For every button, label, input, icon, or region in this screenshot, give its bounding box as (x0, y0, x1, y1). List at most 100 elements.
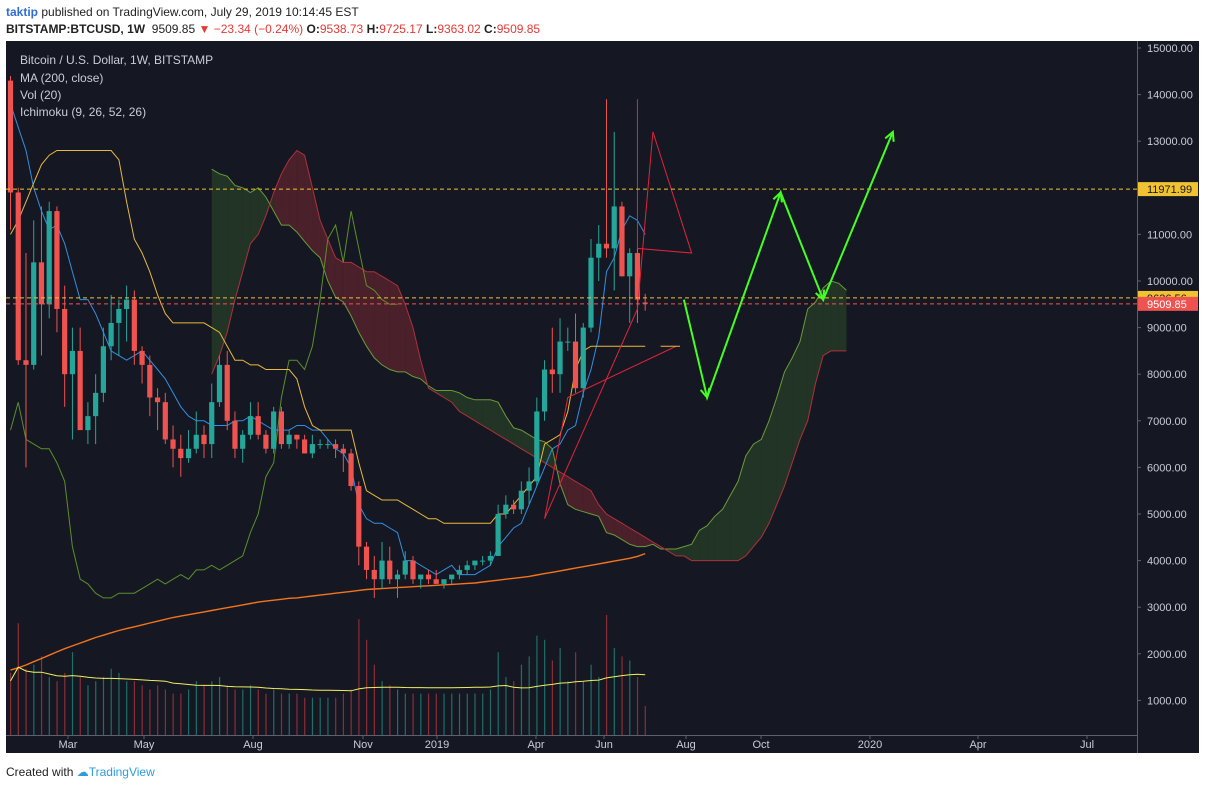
kumo-cloud-segment (799, 308, 808, 440)
price-tag (1138, 182, 1198, 197)
volume-bar (427, 693, 430, 735)
candle-body (54, 211, 60, 309)
legend-ma[interactable]: MA (200, close) (20, 71, 104, 85)
kumo-cloud-segment (776, 371, 785, 505)
created-with: Created with (6, 765, 74, 779)
senkou-span-b (211, 149, 847, 562)
kumo-cloud-segment (443, 390, 452, 403)
open-label: O: (306, 22, 320, 36)
kumo-cloud-segment (343, 262, 352, 316)
candle-body (402, 560, 408, 575)
volume-bar (451, 693, 453, 735)
projection-arrowhead (699, 387, 711, 400)
volume-bar (458, 693, 461, 735)
y-tick-label: 4000.00 (1147, 556, 1187, 568)
kumo-cloud-segment (629, 527, 638, 547)
x-tick-label: Oct (752, 739, 769, 751)
candle-body (309, 444, 315, 454)
volume-bar (149, 689, 151, 735)
volume-bar (188, 689, 190, 735)
volume-bar (335, 697, 337, 735)
kumo-cloud-segment (389, 281, 398, 372)
volume-bar (342, 693, 345, 735)
volume-bar (126, 681, 128, 735)
tradingview-logo-icon[interactable]: ☁ (76, 765, 89, 779)
open-value: 9538.73 (319, 22, 364, 36)
y-tick-label: 14000.00 (1147, 90, 1193, 102)
candle-body (619, 206, 625, 277)
candle-body (170, 439, 176, 449)
volume-bar (644, 706, 646, 735)
candle-body (247, 416, 254, 435)
volume-bar (397, 689, 399, 735)
candle-body (116, 308, 122, 323)
volume-bar (466, 693, 468, 735)
candle-body (371, 569, 377, 580)
candle-body (224, 364, 230, 421)
legend-ichimoku[interactable]: Ichimoku (9, 26, 52, 26) (20, 105, 147, 119)
candle-body (46, 211, 52, 305)
volume-bar (636, 677, 639, 735)
candle-body (526, 481, 532, 491)
symbol-label: BITSTAMP:BTCUSD, 1W (6, 22, 146, 36)
legend-title: Bitcoin / U.S. Dollar, 1W, BITSTAMP (20, 53, 214, 67)
y-tick-label: 6000.00 (1147, 462, 1187, 474)
candle-body (332, 444, 339, 449)
volume-bar (319, 697, 321, 735)
brand-name[interactable]: TradingView (88, 765, 155, 779)
high-label: H: (366, 22, 380, 36)
volume-bar (528, 656, 530, 735)
candle-body (518, 490, 524, 510)
author-name[interactable]: taktip (6, 5, 39, 19)
candle-body (7, 80, 14, 193)
kumo-cloud-segment (730, 481, 739, 561)
candle-body (340, 448, 346, 454)
candle-body (216, 364, 223, 403)
kumo-cloud-segment (513, 427, 522, 449)
candle-body (634, 253, 641, 300)
kumo-cloud-segment (583, 486, 591, 514)
volume-bar (265, 693, 267, 735)
kumo-cloud-segment (691, 530, 700, 561)
candle-body (418, 574, 424, 580)
volume-bar (288, 693, 290, 735)
candle-body (232, 420, 238, 449)
price-chart-svg[interactable]: 15000.0014000.0013000.0012000.0011000.00… (6, 41, 1199, 753)
x-tick-label: Nov (353, 739, 373, 751)
candle-body (464, 565, 470, 570)
kumo-cloud-segment (250, 187, 259, 244)
down-arrow-icon: ▼ (198, 22, 211, 36)
candle-body (433, 579, 439, 584)
kumo-cloud-segment (289, 150, 297, 233)
candle-body (425, 574, 432, 580)
candle-body (147, 364, 153, 398)
volume-bar (17, 623, 19, 735)
ma200-line (10, 552, 646, 671)
candle-body (565, 341, 571, 343)
chikou-span-line (10, 210, 398, 599)
legend-vol[interactable]: Vol (20) (20, 88, 62, 102)
kumo-cloud-segment (459, 392, 468, 417)
candle-body (603, 243, 610, 249)
candle-body (193, 434, 199, 449)
volume-bar (172, 693, 174, 735)
volume-bar (56, 681, 58, 735)
candle-body (263, 434, 269, 449)
candle-body (255, 416, 261, 435)
chart-area[interactable]: 15000.0014000.0013000.0012000.0011000.00… (6, 41, 1199, 753)
candle-body (31, 262, 37, 365)
kumo-cloud-segment (296, 150, 305, 242)
volume-bar (389, 685, 391, 735)
volume-bar (559, 648, 561, 735)
kumo-cloud-segment (467, 397, 475, 421)
candle-body (271, 411, 277, 449)
kumo-cloud-segment (211, 169, 220, 375)
candle-body (611, 206, 617, 249)
candle-body (580, 327, 586, 389)
kumo-cloud-segment (227, 176, 235, 333)
kumo-cloud-segment (451, 390, 460, 412)
volume-bar (598, 677, 600, 735)
kumo-cloud-segment (745, 444, 754, 556)
kumo-cloud-segment (676, 546, 684, 556)
kumo-cloud-segment (234, 185, 243, 300)
